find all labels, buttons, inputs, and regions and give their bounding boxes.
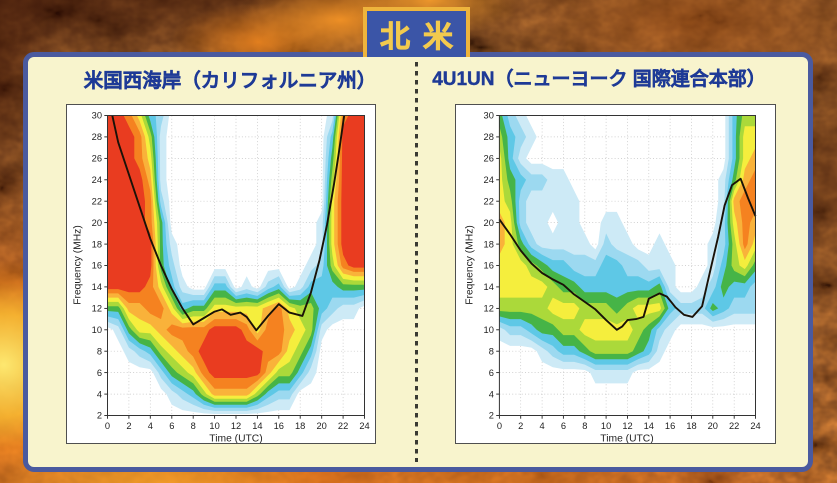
svg-text:20: 20 — [92, 218, 102, 228]
svg-text:4: 4 — [540, 421, 545, 431]
svg-text:12: 12 — [484, 304, 494, 314]
svg-text:20: 20 — [317, 421, 327, 431]
svg-text:16: 16 — [274, 421, 284, 431]
svg-text:24: 24 — [750, 421, 760, 431]
svg-text:12: 12 — [92, 304, 102, 314]
svg-text:16: 16 — [92, 261, 102, 271]
svg-text:Time (UTC): Time (UTC) — [209, 434, 262, 444]
svg-text:14: 14 — [484, 282, 494, 292]
svg-text:18: 18 — [484, 239, 494, 249]
svg-text:8: 8 — [489, 346, 494, 356]
svg-text:2: 2 — [489, 411, 494, 421]
svg-text:10: 10 — [484, 325, 494, 335]
svg-text:4: 4 — [97, 389, 102, 399]
svg-text:20: 20 — [708, 421, 718, 431]
svg-text:0: 0 — [105, 421, 110, 431]
svg-text:22: 22 — [338, 421, 348, 431]
svg-text:26: 26 — [484, 154, 494, 164]
svg-text:4: 4 — [489, 389, 494, 399]
svg-text:22: 22 — [92, 196, 102, 206]
svg-text:6: 6 — [489, 368, 494, 378]
svg-text:24: 24 — [359, 421, 369, 431]
svg-text:30: 30 — [92, 111, 102, 121]
svg-text:6: 6 — [169, 421, 174, 431]
svg-text:12: 12 — [231, 421, 241, 431]
svg-text:Frequency (MHz): Frequency (MHz) — [464, 225, 475, 305]
svg-text:6: 6 — [97, 368, 102, 378]
svg-text:20: 20 — [484, 218, 494, 228]
svg-text:28: 28 — [92, 132, 102, 142]
svg-text:28: 28 — [484, 132, 494, 142]
svg-text:14: 14 — [92, 282, 102, 292]
svg-text:22: 22 — [484, 196, 494, 206]
svg-text:8: 8 — [97, 346, 102, 356]
svg-text:6: 6 — [561, 421, 566, 431]
svg-text:16: 16 — [665, 421, 675, 431]
svg-text:Time (UTC): Time (UTC) — [600, 434, 653, 444]
svg-text:24: 24 — [92, 175, 102, 185]
svg-text:2: 2 — [126, 421, 131, 431]
svg-text:26: 26 — [92, 154, 102, 164]
svg-text:2: 2 — [518, 421, 523, 431]
svg-text:24: 24 — [484, 175, 494, 185]
svg-text:0: 0 — [497, 421, 502, 431]
svg-text:16: 16 — [484, 261, 494, 271]
svg-text:18: 18 — [686, 421, 696, 431]
svg-text:14: 14 — [644, 421, 654, 431]
svg-text:2: 2 — [97, 411, 102, 421]
svg-text:18: 18 — [295, 421, 305, 431]
svg-text:12: 12 — [622, 421, 632, 431]
svg-text:4: 4 — [148, 421, 153, 431]
svg-text:8: 8 — [582, 421, 587, 431]
svg-text:10: 10 — [601, 421, 611, 431]
svg-text:8: 8 — [191, 421, 196, 431]
svg-text:Frequency (MHz): Frequency (MHz) — [73, 225, 84, 305]
svg-text:14: 14 — [252, 421, 262, 431]
svg-text:10: 10 — [92, 325, 102, 335]
svg-text:30: 30 — [484, 111, 494, 121]
svg-text:22: 22 — [729, 421, 739, 431]
svg-text:10: 10 — [209, 421, 219, 431]
svg-text:18: 18 — [92, 239, 102, 249]
